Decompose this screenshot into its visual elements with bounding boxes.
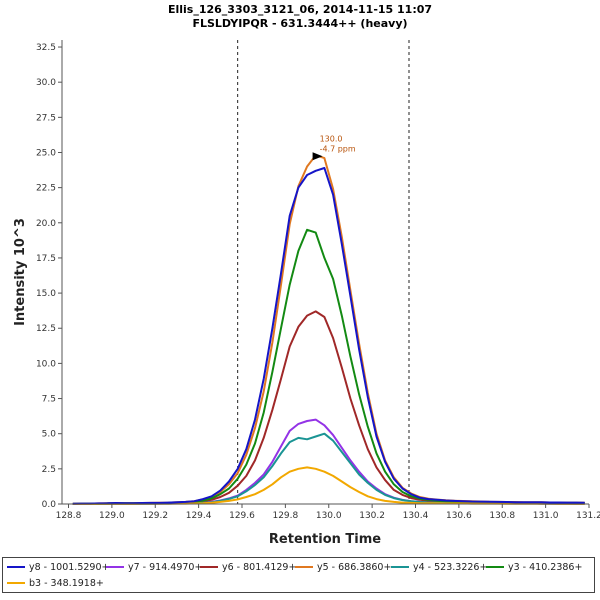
legend-item-y8: y8 - 1001.5290+: [7, 560, 109, 574]
x-tick-label: 130.6: [446, 511, 472, 521]
legend-swatch: [106, 566, 124, 568]
legend-swatch: [391, 566, 409, 568]
y-tick-label: 27.5: [36, 113, 56, 123]
legend-item-y7: y7 - 914.4970+: [106, 560, 202, 574]
legend-swatch: [295, 566, 313, 568]
y-tick-label: 32.5: [36, 43, 56, 53]
y-tick-label: 17.5: [36, 254, 56, 264]
y-tick-label: 7.5: [42, 395, 56, 405]
peak-arrow-icon: [312, 152, 323, 161]
x-axis-label: Retention Time: [269, 532, 381, 545]
legend-item-b3: b3 - 348.1918+: [7, 576, 104, 590]
legend-item-y5: y5 - 686.3860+: [295, 560, 391, 574]
y-tick-label: 2.5: [42, 465, 56, 475]
chart-title: Ellis_126_3303_3121_06, 2014-11-15 11:07: [168, 3, 432, 16]
legend-label: y6 - 801.4129+: [222, 561, 297, 573]
y-tick-label: 30.0: [36, 78, 56, 88]
legend-swatch: [7, 566, 25, 568]
x-tick-label: 129.8: [272, 511, 298, 521]
series-line-y8: [72, 167, 585, 505]
legend-label: y8 - 1001.5290+: [29, 561, 110, 573]
x-tick-label: 130.2: [359, 511, 385, 521]
y-axis-label: Intensity 10^3: [13, 218, 28, 326]
x-tick-label: 129.2: [142, 511, 168, 521]
peak-rt-label: 130.0: [320, 134, 343, 143]
y-tick-label: 22.5: [36, 184, 56, 194]
legend-label: y5 - 686.3860+: [317, 561, 392, 573]
legend-swatch: [486, 566, 504, 568]
x-tick-label: 131.2: [576, 511, 600, 521]
y-tick-label: 20.0: [36, 219, 56, 229]
x-tick-label: 129.4: [186, 511, 212, 521]
chart-subtitle: FLSLDYIPQR - 631.3444++ (heavy): [192, 17, 407, 30]
legend-swatch: [200, 566, 218, 568]
legend-label: b3 - 348.1918+: [29, 577, 104, 589]
legend-item-y4: y4 - 523.3226+: [391, 560, 487, 574]
x-tick-label: 128.8: [56, 511, 82, 521]
legend-item-y3: y3 - 410.2386+: [486, 560, 582, 574]
x-tick-label: 129.0: [99, 511, 125, 521]
x-tick-label: 130.0: [316, 511, 342, 521]
y-tick-label: 10.0: [36, 359, 56, 369]
peak-ppm-label: -4.7 ppm: [320, 144, 356, 153]
x-tick-label: 130.4: [403, 511, 429, 521]
chromatogram-chart: Ellis_126_3303_3121_06, 2014-11-15 11:07…: [13, 3, 600, 545]
y-tick-label: 15.0: [36, 289, 56, 299]
legend-item-y6: y6 - 801.4129+: [200, 560, 296, 574]
y-tick-label: 5.0: [42, 430, 57, 440]
legend: y8 - 1001.5290+ y7 - 914.4970+ y6 - 801.41…: [2, 557, 595, 593]
y-tick-label: 0.0: [42, 500, 57, 510]
y-tick-label: 12.5: [36, 324, 56, 334]
x-tick-label: 130.8: [489, 511, 515, 521]
legend-label: y7 - 914.4970+: [128, 561, 203, 573]
x-tick-label: 131.0: [533, 511, 559, 521]
legend-swatch: [7, 582, 25, 584]
y-tick-label: 25.0: [36, 148, 56, 158]
legend-label: y3 - 410.2386+: [508, 561, 583, 573]
legend-label: y4 - 523.3226+: [413, 561, 488, 573]
x-tick-label: 129.6: [229, 511, 255, 521]
